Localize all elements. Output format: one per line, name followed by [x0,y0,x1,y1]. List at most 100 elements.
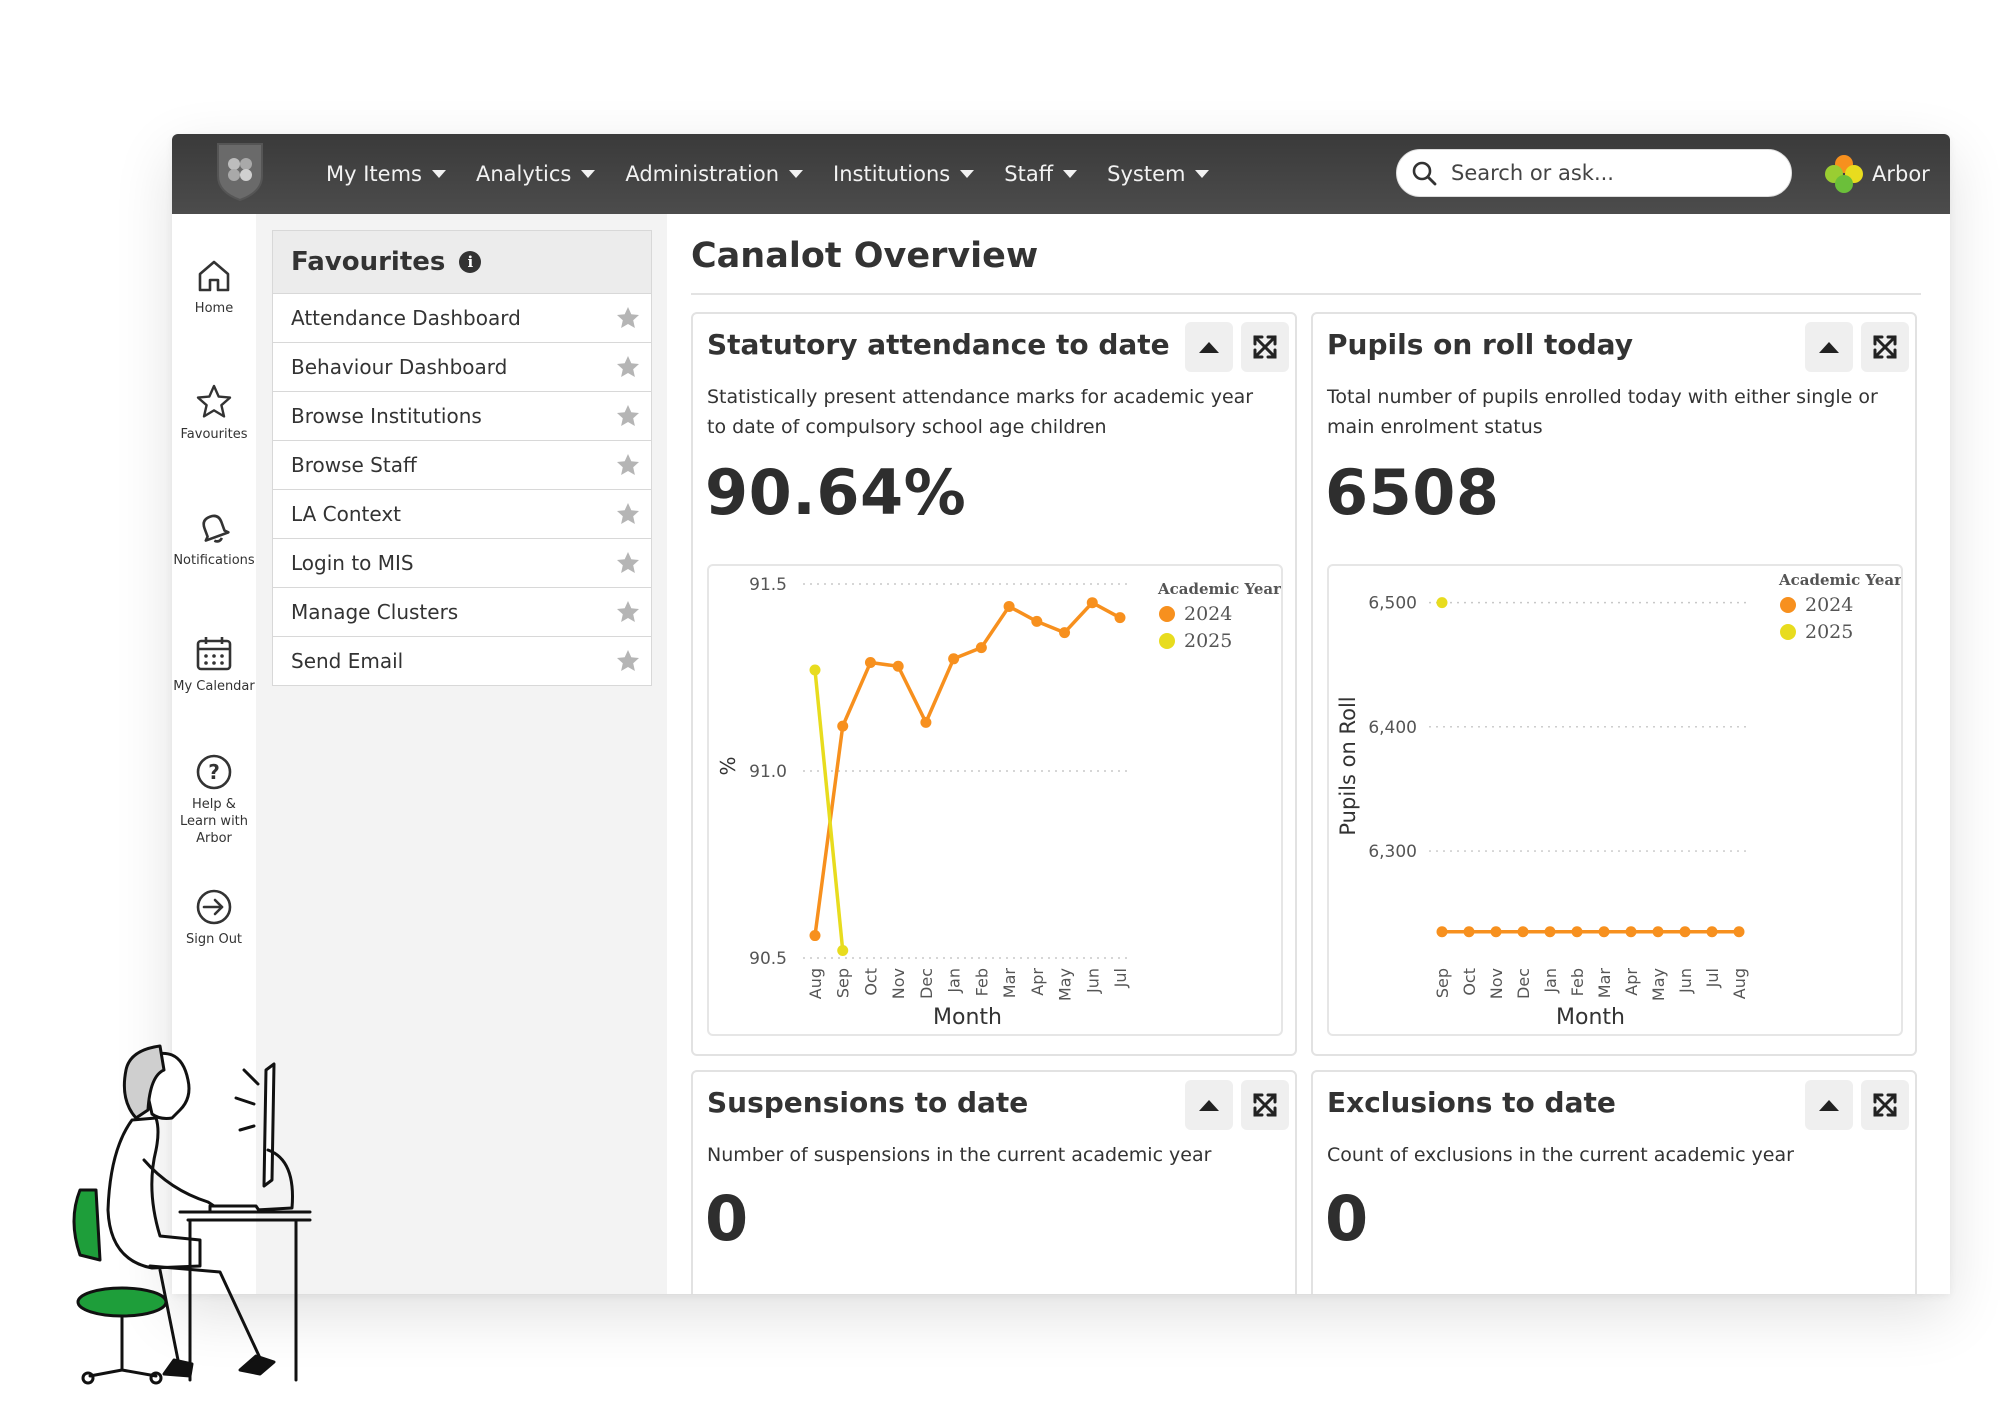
menu-label: Analytics [475,162,572,186]
favourites-list: Attendance Dashboard Behaviour Dashboard B… [273,294,651,685]
x-tick-label: Jun [1676,968,1695,994]
favourite-item[interactable]: Send Email [273,637,651,685]
expand-button[interactable] [1241,322,1289,372]
app-window: My Items Analytics Administration Instit… [172,134,1950,1294]
menu-system[interactable]: System [1107,162,1210,186]
collapse-button[interactable] [1185,1080,1233,1130]
data-point-2025 [837,945,849,957]
data-point-2024 [920,716,932,728]
y-tick-label: 91.0 [749,762,787,782]
school-shield-logo[interactable] [216,142,264,202]
star-icon[interactable] [615,403,641,429]
data-point-2024 [837,720,849,732]
data-point-2024 [1733,926,1745,938]
y-axis-title: Pupils on Roll [1336,696,1360,835]
favourite-item[interactable]: Behaviour Dashboard [273,343,651,392]
data-point-2024 [1031,615,1043,627]
caret-down-icon [581,170,596,178]
sidebar-item-label: Notifications [173,553,255,568]
x-tick-label: Mar [1595,968,1614,999]
star-icon[interactable] [615,452,641,478]
data-point-2024 [1679,926,1691,938]
search-input[interactable] [1449,160,1753,186]
data-point-2024 [1598,926,1610,938]
data-point-2024 [1490,926,1502,938]
y-tick-label: 6,500 [1368,594,1417,614]
star-icon[interactable] [615,550,641,576]
card-description: Count of exclusions in the current acade… [1327,1144,1794,1166]
data-point-2024 [1086,597,1098,609]
menu-administration[interactable]: Administration [625,162,804,186]
favourite-label: Browse Institutions [291,404,482,428]
sidebar-item-help[interactable]: ? Help & Learn with Arbor [172,752,256,847]
star-icon[interactable] [615,305,641,331]
data-point-2024 [809,930,821,942]
main-menu: My Items Analytics Administration Instit… [326,134,1239,214]
y-tick-label: 6,400 [1368,718,1417,738]
collapse-button[interactable] [1805,322,1853,372]
favourite-label: Login to MIS [291,551,414,575]
data-point-2024 [1463,926,1475,938]
star-icon[interactable] [615,599,641,625]
x-tick-label: Apr [1028,968,1047,996]
metric-value: 0 [705,1182,749,1255]
arbor-brand[interactable]: Arbor [1822,152,1930,196]
data-point-2024 [1114,612,1126,624]
card-title: Statutory attendance to date [707,328,1170,361]
sidebar-item-label: Home [194,301,234,316]
x-axis-title: Month [1556,1005,1625,1030]
metric-value: 6508 [1325,456,1500,529]
x-tick-label: May [1056,968,1075,1001]
star-icon[interactable] [615,354,641,380]
triangle-up-icon [1199,1100,1219,1111]
expand-button[interactable] [1861,1080,1909,1130]
bell-icon [202,514,230,543]
favourite-item[interactable]: Login to MIS [273,539,651,588]
y-tick-label: 6,300 [1368,842,1417,862]
expand-button[interactable] [1241,1080,1289,1130]
x-tick-label: Nov [1487,968,1506,999]
menu-my-items[interactable]: My Items [326,162,446,186]
favourite-item[interactable]: Browse Institutions [273,392,651,441]
favourite-label: Attendance Dashboard [291,306,521,330]
x-tick-label: Jul [1703,968,1722,988]
sidebar-item-label: Favourites [180,427,248,442]
card-description: Total number of pupils enrolled today wi… [1327,386,1878,438]
menu-analytics[interactable]: Analytics [475,162,596,186]
x-tick-label: Apr [1622,968,1641,996]
menu-staff[interactable]: Staff [1004,162,1078,186]
sidebar-item-sign-out[interactable]: Sign Out [172,887,256,948]
favourite-item[interactable]: LA Context [273,490,651,539]
sidebar-item-home[interactable]: Home [172,256,256,317]
favourite-item[interactable]: Browse Staff [273,441,651,490]
sidebar-item-notifications[interactable]: Notifications [172,508,256,569]
star-icon[interactable] [615,501,641,527]
brand-label: Arbor [1872,162,1930,186]
data-point-2024 [1706,926,1718,938]
info-icon[interactable]: i [459,251,482,273]
star-icon[interactable] [615,648,641,674]
card-title: Exclusions to date [1327,1086,1616,1119]
collapse-button[interactable] [1185,322,1233,372]
data-point-2025 [1436,597,1448,609]
legend-label: 2025 [1805,621,1853,643]
x-tick-label: Sep [834,968,853,998]
favourites-header: Favourites i [273,231,651,294]
y-tick-label: 90.5 [749,949,787,969]
expand-button[interactable] [1861,322,1909,372]
menu-label: Administration [625,162,780,186]
favourite-label: Manage Clusters [291,600,459,624]
sidebar-item-label: Sign Out [185,932,243,947]
favourite-item[interactable]: Attendance Dashboard [273,294,651,343]
page-title: Canalot Overview [691,236,1039,276]
collapse-button[interactable] [1805,1080,1853,1130]
sidebar-item-favourites[interactable]: Favourites [172,382,256,443]
caret-down-icon [789,170,804,178]
x-tick-label: Oct [1460,968,1479,996]
menu-institutions[interactable]: Institutions [833,162,975,186]
favourite-item[interactable]: Manage Clusters [273,588,651,637]
person-at-computer-illustration [72,1044,312,1385]
pupils-line-chart: 6,300 6,400 6,500 Sep Oct Nov Dec Jan Feb Mar Apr M… [1336,571,1901,1030]
title-divider [691,293,1921,295]
sidebar-item-my-calendar[interactable]: My Calendar [172,634,256,695]
